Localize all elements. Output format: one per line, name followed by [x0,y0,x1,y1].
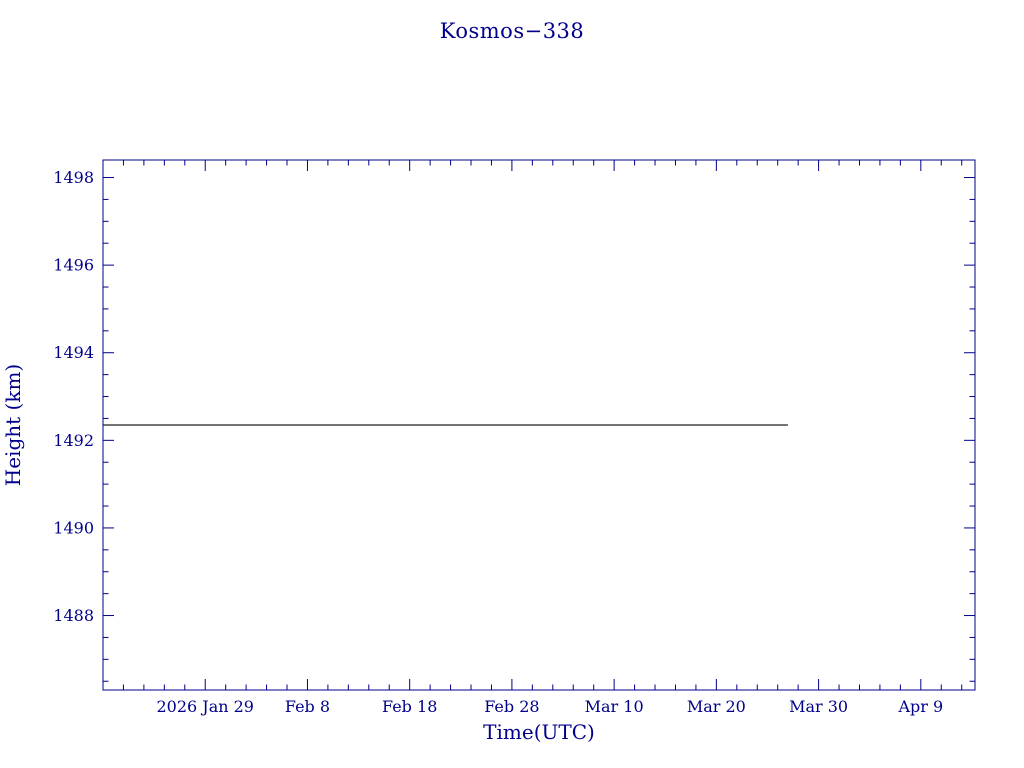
chart-title: Kosmos−338 [440,19,585,43]
x-tick-label: Mar 10 [585,697,644,716]
x-tick-label: 2026 Jan 29 [156,697,254,716]
y-tick-label: 1490 [53,518,94,537]
x-tick-label: Apr 9 [897,697,943,716]
x-tick-label: Feb 18 [382,697,437,716]
y-tick-label: 1494 [53,343,94,362]
x-tick-label: Feb 28 [484,697,539,716]
x-axis-label: Time(UTC) [483,720,595,744]
x-tick-label: Feb 8 [285,697,330,716]
y-axis-label: Height (km) [1,364,25,486]
y-tick-label: 1496 [53,256,94,275]
y-tick-label: 1498 [53,168,94,187]
x-tick-label: Mar 30 [789,697,848,716]
y-tick-label: 1492 [53,431,94,450]
y-tick-label: 1488 [53,606,94,625]
plot-axes: 2026 Jan 29 Feb 8 Feb 18 Feb 28 Mar 10 Mar 20… [53,159,976,716]
x-tick-label: Mar 20 [687,697,746,716]
